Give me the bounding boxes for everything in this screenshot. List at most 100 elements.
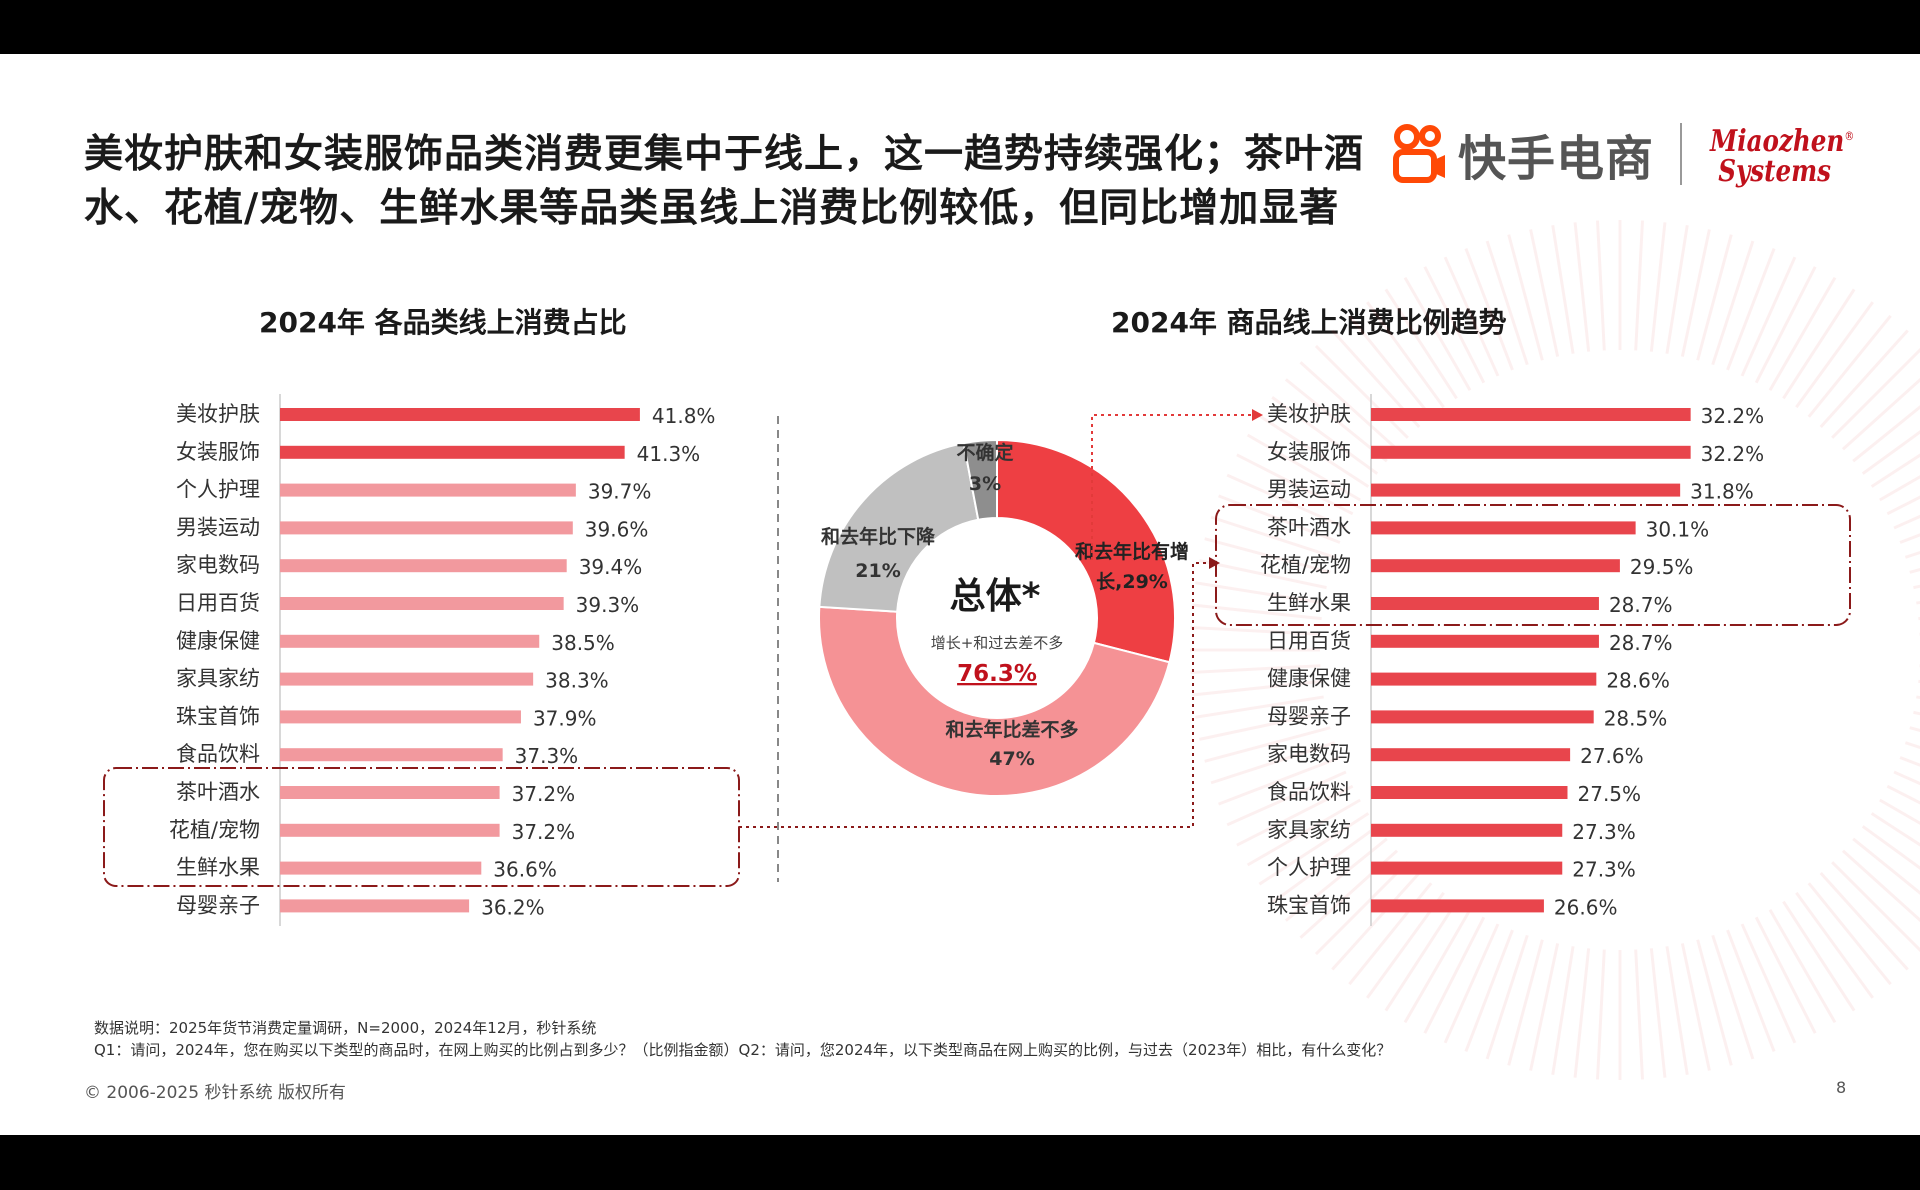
connector-arrow-top-icon xyxy=(1252,409,1263,421)
decoration-ray xyxy=(1667,946,1687,1074)
right-bar xyxy=(1371,824,1562,837)
left-bar xyxy=(280,748,503,761)
left-value-label: 37.2% xyxy=(512,782,576,806)
left-bar xyxy=(280,484,576,497)
left-value-label: 38.3% xyxy=(545,669,609,693)
left-bar xyxy=(280,521,573,534)
decoration-ray xyxy=(1682,229,1709,356)
right-bar xyxy=(1371,446,1691,459)
right-category-label: 茶叶酒水 xyxy=(1267,515,1351,539)
donut-slice-value: 长,29% xyxy=(1096,571,1168,593)
decoration-ray xyxy=(1487,241,1527,365)
decoration-ray xyxy=(1913,561,1920,588)
decoration-ray xyxy=(1349,883,1431,984)
copyright: © 2006-2025 秒针系统 版权所有 xyxy=(84,1078,346,1103)
decoration-ray xyxy=(1651,222,1665,351)
left-category-label: 美妆护肤 xyxy=(176,402,260,426)
right-value-label: 27.5% xyxy=(1578,782,1642,806)
connector-arrow-right-icon xyxy=(1209,557,1220,569)
decoration-ray xyxy=(1553,946,1573,1074)
right-category-label: 美妆护肤 xyxy=(1267,402,1351,426)
donut-slice-label: 不确定 xyxy=(956,441,1013,464)
left-category-label: 母婴亲子 xyxy=(176,893,260,917)
donut-center-value: 76.3% xyxy=(957,661,1037,687)
decoration-ray xyxy=(1575,948,1589,1077)
left-category-label: 健康保健 xyxy=(176,629,260,653)
right-bar xyxy=(1371,597,1599,610)
right-value-label: 26.6% xyxy=(1554,895,1618,919)
footnote-data-source: 数据说明：2025年货节消费定量调研，N=2000，2024年12月，秒针系统 xyxy=(94,1017,596,1038)
decoration-ray xyxy=(1698,940,1732,1066)
right-category-label: 家电数码 xyxy=(1267,742,1351,766)
donut-slice-label: 和去年比差不多 xyxy=(945,718,1078,741)
right-value-label: 32.2% xyxy=(1701,404,1765,428)
left-value-label: 36.2% xyxy=(481,895,545,919)
left-category-label: 个人护理 xyxy=(176,478,260,502)
right-bar xyxy=(1371,710,1594,723)
decoration-ray xyxy=(1636,221,1643,351)
donut-slice-label: 和去年比下降 xyxy=(821,525,936,548)
decoration-ray xyxy=(1809,316,1891,417)
right-value-label: 32.2% xyxy=(1701,442,1765,466)
right-value-label: 28.5% xyxy=(1604,706,1668,730)
decoration-ray xyxy=(1597,950,1604,1080)
right-bar xyxy=(1371,673,1596,686)
decoration-ray xyxy=(1597,221,1604,351)
right-category-label: 生鲜水果 xyxy=(1267,591,1351,615)
footnote-questions: Q1：请问，2024年，您在购买以下类型的商品时，在网上购买的比例占到多少？（比… xyxy=(94,1039,1391,1060)
left-bar xyxy=(280,673,533,686)
right-value-label: 30.1% xyxy=(1646,517,1710,541)
left-value-label: 37.3% xyxy=(515,744,579,768)
decoration-ray xyxy=(1843,851,1920,938)
right-category-label: 女装服饰 xyxy=(1267,440,1351,464)
decoration-ray xyxy=(1509,235,1543,361)
right-bar xyxy=(1371,521,1636,534)
left-category-label: 食品饮料 xyxy=(176,742,260,766)
decoration-ray xyxy=(1332,873,1419,970)
right-category-label: 个人护理 xyxy=(1267,856,1351,880)
right-category-label: 日用百货 xyxy=(1267,629,1351,653)
right-bar xyxy=(1371,748,1570,761)
right-value-label: 27.3% xyxy=(1572,858,1636,882)
left-bar xyxy=(280,824,500,837)
donut-slice-value: 21% xyxy=(855,560,900,582)
decoration-ray xyxy=(1466,930,1513,1051)
left-category-label: 家电数码 xyxy=(176,553,260,577)
left-bar xyxy=(280,446,625,459)
right-value-label: 31.8% xyxy=(1690,480,1754,504)
decoration-ray xyxy=(1349,316,1431,417)
left-value-label: 39.3% xyxy=(576,593,640,617)
right-value-label: 27.3% xyxy=(1572,820,1636,844)
decoration-ray xyxy=(1553,225,1573,353)
right-value-label: 28.7% xyxy=(1609,631,1673,655)
decoration-ray xyxy=(1853,839,1920,921)
decoration-ray xyxy=(1853,379,1920,461)
left-value-label: 41.3% xyxy=(637,442,701,466)
left-bar xyxy=(280,597,564,610)
right-category-label: 花植/宠物 xyxy=(1260,553,1351,577)
right-bar xyxy=(1371,786,1568,799)
left-value-label: 38.5% xyxy=(551,631,615,655)
right-bar xyxy=(1371,408,1691,421)
left-bar xyxy=(280,635,539,648)
page-number: 8 xyxy=(1836,1078,1846,1097)
donut-slice-value: 47% xyxy=(989,748,1034,770)
decoration-ray xyxy=(1698,235,1732,361)
right-bar xyxy=(1371,635,1599,648)
right-value-label: 28.6% xyxy=(1606,669,1670,693)
left-category-label: 生鲜水果 xyxy=(176,856,260,880)
right-value-label: 29.5% xyxy=(1630,555,1694,579)
donut-center-title: 总体* xyxy=(950,576,1041,617)
decoration-ray xyxy=(1713,935,1753,1059)
decoration-ray xyxy=(1821,873,1908,970)
left-bar xyxy=(280,899,469,912)
decoration-ray xyxy=(1728,930,1775,1051)
right-category-label: 母婴亲子 xyxy=(1267,704,1351,728)
decoration-ray xyxy=(1531,229,1558,356)
left-bar xyxy=(280,862,481,875)
right-category-label: 珠宝首饰 xyxy=(1267,893,1351,917)
left-value-label: 39.7% xyxy=(588,480,652,504)
decoration-ray xyxy=(1821,330,1908,427)
right-category-label: 男装运动 xyxy=(1267,478,1351,502)
decoration-ray xyxy=(1887,786,1920,845)
